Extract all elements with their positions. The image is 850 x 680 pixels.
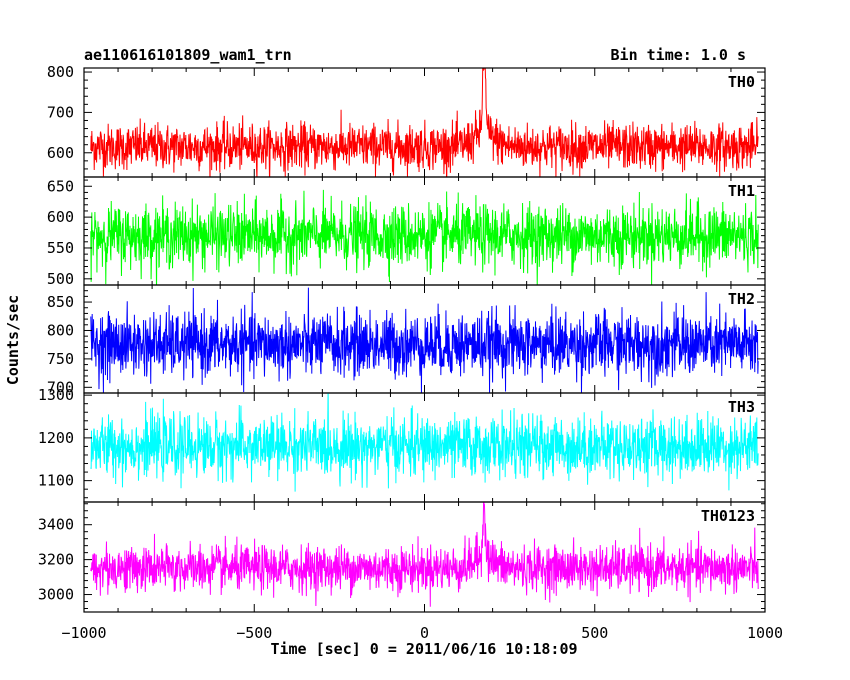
series-line-th0 — [90, 68, 759, 177]
panels-group: 600 700 800 TH0 500 550 600 650 TH1 700 750 800 850 T… — [38, 63, 766, 613]
panel-label: TH2 — [728, 290, 755, 308]
y-tick-label: 700 — [47, 103, 74, 121]
x-tick-label: 1000 — [747, 624, 783, 642]
panel-th2: 700 750 800 850 TH2 — [47, 284, 766, 396]
y-tick-label: 850 — [47, 293, 74, 311]
y-tick-label: 800 — [47, 63, 74, 81]
bin-time-label: Bin time: 1.0 s — [611, 46, 746, 64]
y-tick-label: 1300 — [38, 386, 74, 404]
series-line-th0123 — [90, 502, 759, 607]
x-tick-label: 0 — [420, 624, 429, 642]
x-axis: −1000 −500 0 500 1000 — [61, 624, 783, 642]
y-tick-label: 1100 — [38, 472, 74, 490]
y-tick-label: 700 — [47, 378, 74, 396]
series-line-th2 — [90, 287, 759, 393]
panel-label: TH3 — [728, 398, 755, 416]
panel-label: TH0 — [728, 73, 755, 91]
y-tick-label: 750 — [47, 350, 74, 368]
y-tick-label: 600 — [47, 208, 74, 226]
panel-th0123: 3000 3200 3400 TH0123 — [38, 501, 766, 613]
panel-label: TH0123 — [701, 507, 755, 525]
x-axis-label: Time [sec] 0 = 2011/06/16 10:18:09 — [270, 640, 577, 658]
y-tick-label: 650 — [47, 177, 74, 195]
y-tick-label: 500 — [47, 270, 74, 288]
y-tick-label: 3200 — [38, 551, 74, 569]
y-tick-label: 600 — [47, 144, 74, 162]
x-tick-label: 500 — [581, 624, 608, 642]
y-tick-label: 800 — [47, 321, 74, 339]
y-tick-label: 3000 — [38, 586, 74, 604]
y-axis-label: Counts/sec — [4, 295, 22, 385]
panel-label: TH1 — [728, 182, 755, 200]
x-tick-label: −1000 — [61, 624, 106, 642]
y-tick-label: 3400 — [38, 516, 74, 534]
y-tick-label: 550 — [47, 239, 74, 257]
y-tick-label: 1200 — [38, 429, 74, 447]
series-line-th3 — [90, 393, 759, 492]
chart-title: ae110616101809_wam1_trn — [84, 46, 292, 64]
panel-th3: 1100 1200 1300 TH3 — [38, 386, 766, 503]
x-tick-label: −500 — [236, 624, 272, 642]
series-line-th1 — [90, 189, 759, 285]
panel-th1: 500 550 600 650 TH1 — [47, 176, 766, 288]
